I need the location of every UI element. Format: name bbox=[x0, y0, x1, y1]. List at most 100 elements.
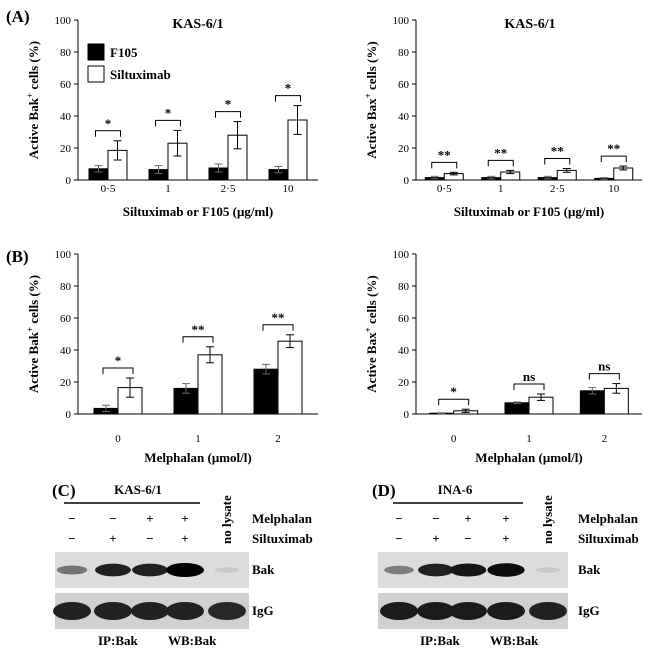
x-axis-label: Siltuximab or F105 (μg/ml) bbox=[123, 204, 274, 219]
western-blots: KAS-6/1 − − − + + − + + no lysate Melphalan Siltuxi… bbox=[53, 482, 639, 648]
bar-siltuximab bbox=[197, 354, 223, 415]
x-tick-label: 1 bbox=[526, 433, 532, 445]
igg-band bbox=[380, 602, 418, 620]
ip-footer-label: IP:Bak bbox=[98, 633, 139, 648]
y-tick-label: 40 bbox=[398, 345, 410, 357]
significance-bracket bbox=[95, 130, 121, 137]
significance-label: * bbox=[285, 81, 292, 96]
y-tick-label: 60 bbox=[60, 313, 72, 325]
significance-bracket bbox=[513, 383, 545, 390]
x-tick-label: 1 bbox=[498, 183, 504, 195]
bar-siltuximab bbox=[277, 340, 303, 415]
igg-band bbox=[131, 602, 169, 620]
significance-label: ** bbox=[494, 145, 507, 160]
bak-band bbox=[535, 567, 561, 573]
significance-label: * bbox=[450, 384, 457, 399]
y-tick-label: 80 bbox=[60, 47, 72, 59]
x-tick-label: 0 bbox=[451, 433, 457, 445]
chart-title: KAS-6/1 bbox=[504, 17, 555, 32]
bak-band-label: Bak bbox=[252, 562, 275, 577]
x-tick-label: 10 bbox=[608, 183, 620, 195]
bak-band bbox=[132, 563, 168, 577]
significance-label: ns bbox=[523, 369, 535, 384]
bak-band bbox=[214, 567, 240, 573]
significance-label: * bbox=[165, 105, 172, 120]
blot-ina-6: INA-6 − − − + + − + + no lysate Melphalan Siltuxima… bbox=[378, 482, 639, 648]
y-tick-label: 60 bbox=[398, 313, 410, 325]
x-tick-label: 2·5 bbox=[221, 183, 236, 195]
y-tick-label: 60 bbox=[398, 79, 410, 91]
significance-bracket bbox=[600, 155, 627, 163]
siltuximab-sign: − bbox=[464, 531, 471, 546]
significance-bracket bbox=[544, 157, 571, 165]
wb-footer-label: WB:Bak bbox=[490, 633, 539, 648]
ip-footer-label: IP:Bak bbox=[420, 633, 461, 648]
y-axis-label: Active Bak+ cells (%) bbox=[25, 41, 41, 159]
significance-bracket bbox=[102, 367, 134, 374]
cell-line-label: INA-6 bbox=[438, 482, 473, 497]
melphalan-sign: + bbox=[464, 511, 471, 526]
y-tick-label: 0 bbox=[404, 409, 410, 421]
igg-band bbox=[208, 602, 246, 620]
x-tick-label: 1 bbox=[165, 183, 171, 195]
siltuximab-sign: + bbox=[502, 531, 509, 546]
bak-band bbox=[487, 563, 525, 577]
y-tick-label: 100 bbox=[393, 249, 410, 261]
significance-label: * bbox=[115, 353, 122, 368]
siltuximab-sign: − bbox=[68, 531, 75, 546]
chart-A-left: 0 20 40 60 80 100 Active Bak+ cells (%) Siltuxi… bbox=[25, 15, 318, 219]
significance-label: ** bbox=[551, 143, 564, 158]
y-axis-label: Active Bax+ cells (%) bbox=[363, 275, 379, 392]
significance-bracket bbox=[588, 373, 620, 380]
significance-bracket bbox=[438, 398, 470, 406]
melphalan-label: Melphalan bbox=[578, 511, 639, 526]
x-tick-label: 2·5 bbox=[550, 183, 565, 195]
blot-kas-6/1: KAS-6/1 − − − + + − + + no lysate Melphalan Siltuxi… bbox=[53, 482, 313, 648]
legend-label-f105: F105 bbox=[110, 45, 138, 60]
melphalan-sign: − bbox=[68, 511, 75, 526]
significance-label: ** bbox=[438, 147, 451, 162]
bak-band bbox=[166, 563, 204, 577]
chart-title: KAS-6/1 bbox=[172, 17, 223, 32]
bar-f105 bbox=[504, 402, 530, 415]
bak-band-label: Bak bbox=[578, 562, 601, 577]
igg-band bbox=[417, 602, 455, 620]
legend: F105 Siltuximab bbox=[87, 43, 171, 83]
significance-label: * bbox=[105, 116, 112, 131]
no-lysate-label: no lysate bbox=[219, 495, 234, 544]
x-tick-label: 2 bbox=[602, 433, 608, 445]
y-tick-label: 20 bbox=[60, 143, 72, 155]
panel-label-b: (B) bbox=[6, 247, 29, 266]
wb-footer-label: WB:Bak bbox=[168, 633, 217, 648]
y-tick-label: 20 bbox=[398, 143, 410, 155]
siltuximab-label: Siltuximab bbox=[578, 531, 639, 546]
y-tick-label: 0 bbox=[66, 175, 72, 187]
melphalan-sign: + bbox=[502, 511, 509, 526]
legend-swatch-siltuximab bbox=[87, 65, 105, 83]
no-lysate-label: no lysate bbox=[540, 495, 555, 544]
panel-label-d: (D) bbox=[372, 481, 396, 500]
cell-line-label: KAS-6/1 bbox=[114, 482, 162, 497]
siltuximab-sign: + bbox=[181, 531, 188, 546]
bak-band bbox=[418, 563, 454, 577]
siltuximab-sign: − bbox=[395, 531, 402, 546]
x-axis-label: Melphalan (μmol/l) bbox=[144, 450, 251, 465]
y-tick-label: 60 bbox=[60, 79, 72, 91]
igg-band bbox=[94, 602, 132, 620]
legend-swatch-f105 bbox=[87, 43, 105, 61]
bar-f105 bbox=[253, 368, 279, 415]
significance-bracket bbox=[487, 159, 514, 167]
significance-bracket bbox=[215, 111, 241, 118]
y-tick-label: 40 bbox=[60, 345, 72, 357]
significance-label: ** bbox=[607, 141, 620, 156]
igg-band bbox=[529, 602, 567, 620]
y-tick-label: 20 bbox=[60, 377, 72, 389]
panel-label-a: (A) bbox=[6, 7, 30, 26]
x-axis-label: Siltuximab or F105 (μg/ml) bbox=[454, 204, 605, 219]
igg-band-label: IgG bbox=[578, 603, 600, 618]
x-tick-label: 0·5 bbox=[101, 183, 116, 195]
igg-band bbox=[166, 602, 204, 620]
significance-bracket bbox=[431, 161, 458, 169]
